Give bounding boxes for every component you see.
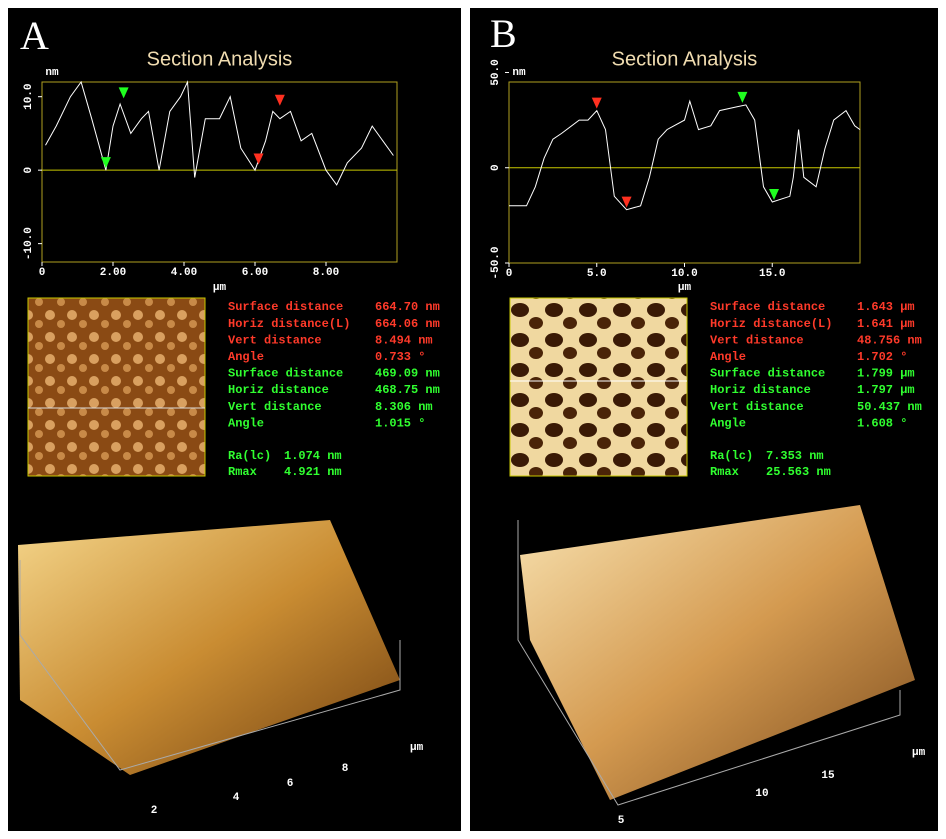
- y-tick-label: 10.0: [23, 83, 35, 109]
- measurement-value: 1.641 µm: [857, 317, 915, 331]
- roughness-value: 25.563 nm: [766, 465, 831, 479]
- y-tick-label: 50.0: [490, 59, 502, 85]
- plot-frame: [41, 81, 398, 263]
- x-tick-label: 4.00: [171, 267, 197, 279]
- measurement-value: 1.608 °: [857, 416, 907, 430]
- measurement-label: Vert distance: [228, 333, 322, 347]
- cursor-marker: [591, 97, 602, 109]
- scan-image: [509, 297, 688, 477]
- y-tick-label: -50.0: [490, 246, 502, 279]
- surface-tick-label: 5: [618, 815, 625, 827]
- chart-title: Section Analysis: [147, 48, 293, 70]
- surface-unit: µm: [410, 742, 424, 754]
- panel-label: A: [20, 13, 49, 58]
- surface-unit: µm: [912, 747, 926, 759]
- measurement-label: Vert distance: [710, 333, 804, 347]
- cursor-marker: [100, 157, 111, 169]
- surface-tick-label: 15: [821, 770, 835, 782]
- roughness-label: Ra(lc): [228, 449, 271, 463]
- profile-line: [509, 99, 861, 211]
- roughness-label: Rmax: [228, 465, 257, 479]
- surface-tick-label: 8: [342, 763, 349, 775]
- cursor-marker: [118, 87, 129, 99]
- measurement-value: 469.09 nm: [375, 367, 440, 381]
- x-axis-label: µm: [213, 282, 227, 294]
- surface-3d: [18, 520, 400, 775]
- x-tick-label: 0: [506, 268, 513, 280]
- x-tick-label: 0: [39, 267, 46, 279]
- surface-tick-label: 6: [287, 778, 294, 790]
- scan-image: [27, 297, 206, 477]
- surface-axes: [19, 560, 401, 771]
- measurement-value: 8.306 nm: [375, 400, 433, 414]
- cursor-marker: [737, 91, 748, 103]
- cursor-marker: [253, 153, 264, 165]
- measurement-value: 1.015 °: [375, 416, 425, 430]
- surface-tick-label: 4: [233, 792, 240, 804]
- measurement-label: Horiz distance: [228, 383, 329, 397]
- measurement-label: Vert distance: [710, 400, 804, 414]
- roughness-label: Rmax: [710, 465, 739, 479]
- measurement-label: Angle: [228, 350, 264, 364]
- measurement-label: Angle: [710, 416, 746, 430]
- measurement-value: 8.494 nm: [375, 333, 433, 347]
- measurement-value: 50.437 nm: [857, 400, 922, 414]
- measurement-value: 1.797 µm: [857, 383, 915, 397]
- measurement-label: Horiz distance: [710, 383, 811, 397]
- measurement-label: Horiz distance(L): [710, 317, 832, 331]
- measurement-label: Angle: [710, 350, 746, 364]
- x-tick-label: 5.0: [587, 268, 607, 280]
- measurement-label: Vert distance: [228, 400, 322, 414]
- x-axis-label: µm: [678, 282, 692, 294]
- cursor-marker: [274, 94, 285, 106]
- x-tick-label: 6.00: [242, 267, 268, 279]
- x-tick-label: 15.0: [759, 268, 785, 280]
- chart-title: Section Analysis: [612, 48, 758, 70]
- measurement-value: 468.75 nm: [375, 383, 440, 397]
- measurement-label: Horiz distance(L): [228, 317, 350, 331]
- x-tick-label: 8.00: [313, 267, 339, 279]
- cursor-marker: [769, 189, 780, 201]
- surface-axes: [517, 520, 901, 806]
- y-tick-label: 0: [23, 167, 35, 174]
- measurement-value: 1.643 µm: [857, 300, 915, 314]
- roughness-label: Ra(lc): [710, 449, 753, 463]
- measurement-value: 1.702 °: [857, 350, 907, 364]
- surface-tick-label: 10: [755, 788, 768, 800]
- profile-line: [45, 80, 394, 186]
- y-tick-label: 0: [490, 164, 502, 171]
- x-tick-label: 2.00: [100, 267, 126, 279]
- measurement-value: 664.70 nm: [375, 300, 440, 314]
- x-tick-label: 10.0: [671, 268, 697, 280]
- surface-3d: [520, 505, 915, 800]
- y-axis-label: nm: [45, 67, 59, 79]
- cursor-marker: [621, 196, 632, 208]
- roughness-value: 1.074 nm: [284, 449, 342, 463]
- measurement-value: 664.06 nm: [375, 317, 440, 331]
- panel-label: B: [490, 11, 517, 56]
- y-axis-label: nm: [512, 67, 526, 79]
- roughness-value: 7.353 nm: [766, 449, 824, 463]
- surface-tick-label: 2: [151, 805, 158, 817]
- measurement-value: 1.799 µm: [857, 367, 915, 381]
- measurement-value: 0.733 °: [375, 350, 425, 364]
- measurement-value: 48.756 nm: [857, 333, 922, 347]
- measurement-label: Surface distance: [710, 367, 825, 381]
- measurement-label: Surface distance: [228, 367, 343, 381]
- roughness-value: 4.921 nm: [284, 465, 342, 479]
- measurement-label: Surface distance: [710, 300, 825, 314]
- y-tick-label: -10.0: [23, 227, 35, 260]
- measurement-label: Angle: [228, 416, 264, 430]
- measurement-label: Surface distance: [228, 300, 343, 314]
